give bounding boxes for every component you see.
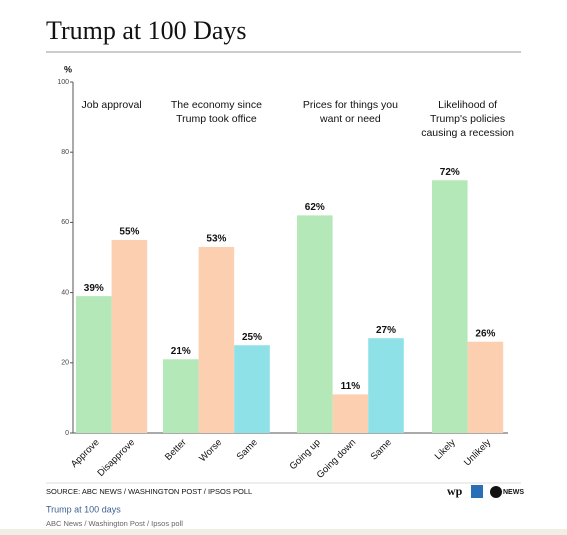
y-tick-label: 80 [61,149,69,156]
x-tick-label: Worse [197,437,224,464]
y-tick-label: 40 [61,289,69,296]
bar [332,394,369,433]
value-label: 55% [119,227,139,238]
logo-abc [490,486,502,498]
value-label: 62% [305,202,325,213]
source: SOURCE: ABC NEWS / WASHINGTON POST / IPS… [46,487,252,496]
x-tick-label: Same [235,437,260,462]
bar [163,359,199,433]
credit: ABC News / Washington Post / Ipsos poll [46,519,183,528]
panel-title: Likelihood of [438,99,497,111]
panel-title: want or need [319,113,381,125]
bar [198,246,235,433]
logo-news: NEWS [503,489,524,496]
value-label: 39% [84,283,104,294]
value-label: 11% [341,381,361,392]
chart-title: Trump at 100 Days [46,16,247,45]
panel-title: causing a recession [421,127,514,139]
bar [234,345,270,433]
panel-title: Trump's policies [430,113,505,125]
y-tick-label: 60 [61,219,69,226]
y-tick-label: 100 [57,79,69,86]
bar [76,296,112,433]
bar [297,215,333,433]
logo-wp: wp [447,484,463,498]
x-tick-label: Better [163,437,189,463]
panel-title: Job approval [82,99,142,111]
value-label: 21% [171,346,191,357]
bar [432,180,468,433]
bar [467,341,504,433]
y-axis-label: % [64,64,72,74]
caption: Trump at 100 days [46,504,121,514]
y-tick-label: 0 [65,430,69,437]
bar [111,239,148,433]
x-tick-label: Unlikely [462,437,493,468]
value-label: 26% [475,328,495,339]
value-label: 72% [440,167,460,178]
logo-box [471,485,483,498]
x-tick-label: Same [369,437,394,462]
y-tick-label: 20 [61,360,69,367]
value-label: 53% [206,234,226,245]
panel-title: The economy since [171,99,262,111]
value-label: 27% [376,325,396,336]
value-label: 25% [242,332,262,343]
x-tick-label: Disapprove [96,437,138,479]
x-tick-label: Likely [433,437,458,462]
panel-title: Trump took office [176,113,257,125]
bar [368,338,404,433]
bottom-strip [0,529,567,535]
x-tick-label: Going up [288,437,323,472]
x-tick-label: Approve [69,437,102,470]
panel-title: Prices for things you [303,99,398,111]
